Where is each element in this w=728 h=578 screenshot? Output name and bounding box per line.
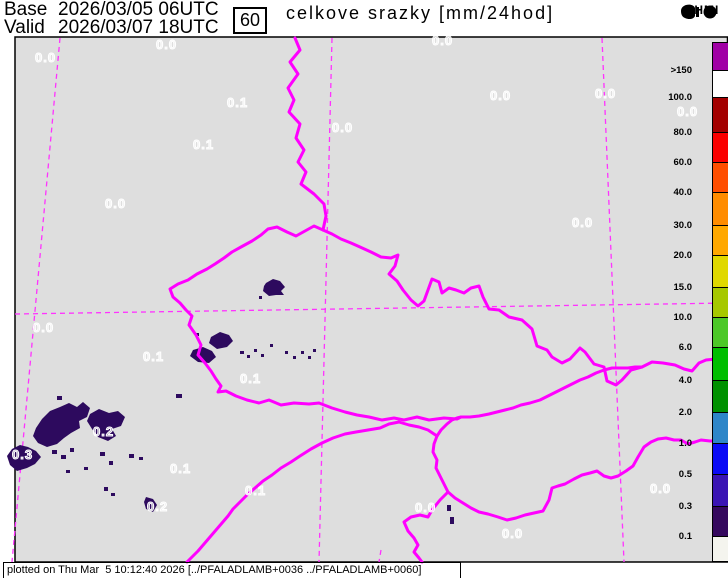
chmi-logo-icon bbox=[681, 4, 717, 20]
colorbar-segment bbox=[713, 507, 728, 537]
footer: plotted on Thu Mar 5 10:12:40 2026 [../P… bbox=[3, 562, 461, 578]
colorbar-segment bbox=[713, 413, 728, 444]
colorbar-segment bbox=[713, 256, 728, 288]
precip-blob bbox=[263, 279, 285, 296]
colorbar-segment bbox=[713, 348, 728, 381]
border-germany-poland bbox=[286, 36, 328, 232]
colorbar-segments bbox=[713, 43, 728, 561]
colorbar-segment bbox=[713, 444, 728, 475]
base-value: 2026/03/05 06UTC bbox=[58, 0, 219, 20]
colorbar-segment bbox=[713, 288, 728, 318]
graticule-fragment bbox=[378, 549, 382, 563]
base-label: Base bbox=[4, 0, 48, 20]
colorbar-segment bbox=[713, 71, 728, 98]
valid-time-line: Valid 2026/03/07 18UTC bbox=[4, 17, 219, 38]
border-austria-czech-link bbox=[435, 415, 463, 438]
precip-blob bbox=[87, 409, 125, 441]
map-background bbox=[14, 36, 728, 563]
colorbar-segment bbox=[713, 133, 728, 163]
country-borders bbox=[168, 36, 728, 564]
colorbar-segment bbox=[713, 475, 728, 507]
valid-label: Valid bbox=[4, 17, 45, 38]
colorbar-segment bbox=[713, 537, 728, 561]
base-time-line: Base 2026/03/05 06UTC bbox=[4, 0, 219, 20]
precip-blob bbox=[33, 402, 90, 447]
valid-value: 2026/03/07 18UTC bbox=[58, 17, 219, 38]
colorbar-segment bbox=[713, 43, 728, 71]
graticule-meridian bbox=[11, 37, 61, 563]
colorbar-segment bbox=[713, 163, 728, 193]
chmi-logo: CHMI bbox=[680, 4, 724, 20]
colorbar-segment bbox=[713, 381, 728, 413]
border-czech-west-south bbox=[168, 224, 644, 422]
graticule-parallel bbox=[14, 302, 728, 315]
colorbar-segment bbox=[713, 226, 728, 256]
colorbar-segment bbox=[713, 98, 728, 133]
colorbar-segment bbox=[713, 318, 728, 348]
header: Base 2026/03/05 06UTC Valid 2026/03/07 1… bbox=[4, 0, 219, 38]
border-germany-austria bbox=[185, 420, 439, 564]
precip-blob bbox=[190, 347, 216, 363]
precip-blob bbox=[7, 445, 41, 471]
graticule-meridian bbox=[601, 37, 625, 563]
graticule bbox=[11, 37, 728, 563]
precipitation-areas bbox=[7, 279, 454, 524]
colorbar-segment bbox=[713, 193, 728, 226]
border-austria-south bbox=[402, 490, 450, 564]
graticule-meridian bbox=[318, 37, 333, 563]
precip-specks bbox=[52, 296, 454, 524]
precip-blob bbox=[144, 497, 157, 512]
colorbar bbox=[712, 42, 728, 562]
page-title: celkove srazky [mm/24hod] bbox=[286, 3, 555, 23]
footer-text: plotted on Thu Mar 5 10:12:40 2026 [../P… bbox=[7, 564, 422, 576]
precip-blob bbox=[209, 332, 233, 349]
border-czech-north-east bbox=[321, 228, 728, 387]
border-austria-east bbox=[431, 434, 728, 522]
forecast-hour-box: 60 bbox=[233, 7, 267, 34]
